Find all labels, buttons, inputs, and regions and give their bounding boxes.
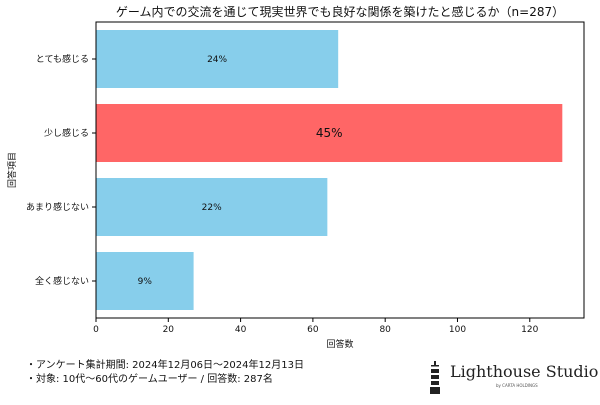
y-tick-label: とても感じる [36, 53, 89, 65]
data-label: 22% [202, 203, 222, 213]
bar-3 [96, 252, 194, 310]
x-tick-label: 20 [163, 325, 175, 335]
bar-1 [96, 104, 563, 162]
y-tick-label: 少し感じる [44, 127, 89, 139]
footer-target: ・対象: 10代～60代のゲームユーザー / 回答数: 287名 [26, 374, 273, 385]
footer-period: ・アンケート集計期間: 2024年12月06日～2024年12月13日 [26, 360, 304, 371]
x-tick-label: 0 [93, 325, 99, 335]
x-tick-label: 60 [307, 325, 319, 335]
x-axis-label: 回答数 [326, 338, 353, 350]
plot-frame [95, 21, 585, 319]
x-tick-label: 80 [379, 325, 391, 335]
x-tick-label: 120 [521, 325, 538, 335]
y-tick-label: 全く感じない [35, 275, 89, 287]
y-axis-label: 回答項目 [6, 152, 18, 188]
x-tick-label: 100 [449, 325, 466, 335]
data-label: 9% [138, 277, 153, 287]
x-tick-label: 40 [235, 325, 247, 335]
logo-subtitle: by CARTA HOLDINGS [496, 383, 538, 388]
data-label: 45% [316, 126, 343, 140]
data-label: 24% [207, 55, 227, 65]
bar-2 [96, 178, 328, 236]
y-tick-label: あまり感じない [26, 201, 89, 213]
bar-0 [96, 30, 339, 88]
logo-name: Lighthouse Studio [450, 362, 599, 381]
lighthouse-logo-icon [430, 361, 440, 394]
chart-title: ゲーム内での交流を通じて現実世界でも良好な関係を築けたと感じるか（n=287） [116, 4, 564, 19]
